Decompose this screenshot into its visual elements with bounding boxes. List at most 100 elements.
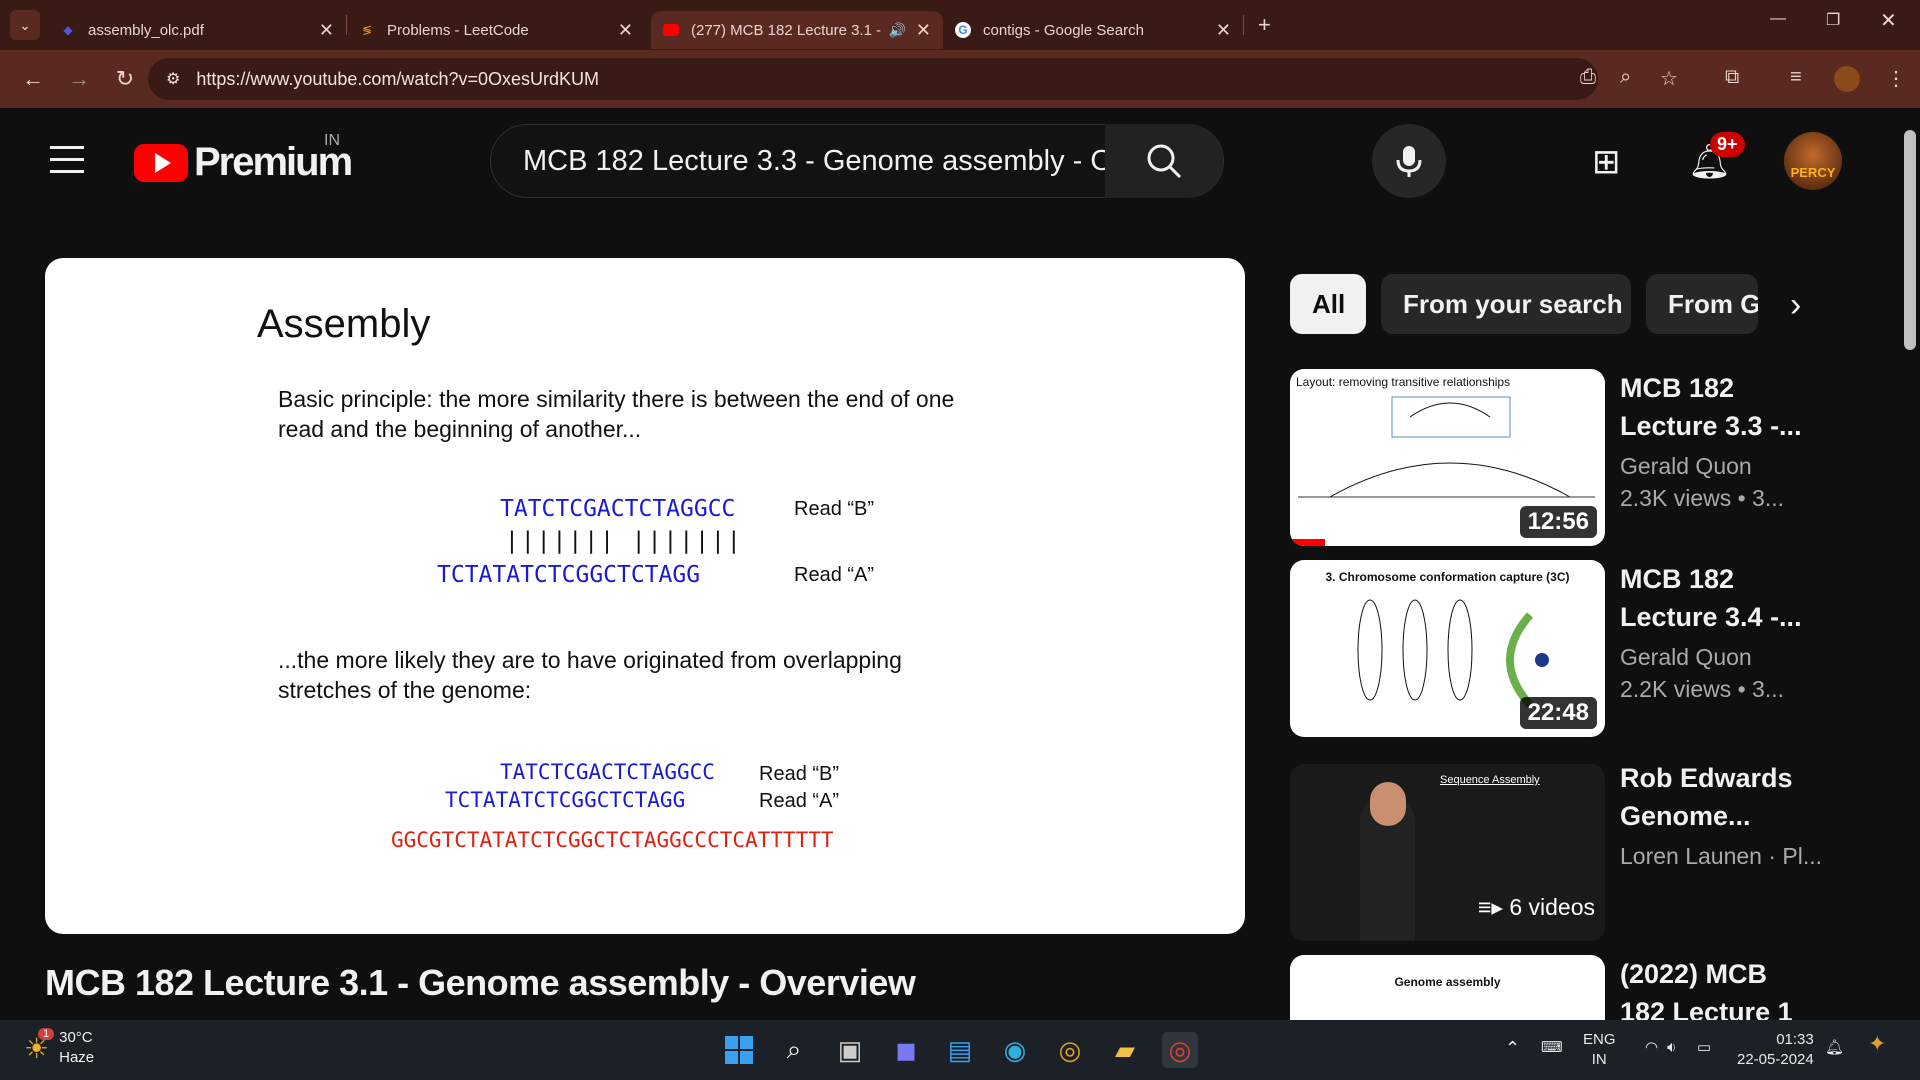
chrome-active-icon[interactable]: ◎ <box>1162 1032 1198 1068</box>
graph-diagram-icon <box>1290 396 1595 546</box>
youtube-icon <box>663 22 679 38</box>
reco-title[interactable]: MCB 182 Lecture 3.4 -... <box>1620 560 1820 636</box>
tab-leetcode[interactable]: ≶ Problems - LeetCode ✕ <box>347 11 645 49</box>
tab-pdf[interactable]: ◆ assembly_olc.pdf ✕ <box>48 11 346 49</box>
duration-badge: 12:56 <box>1519 506 1597 538</box>
language-indicator[interactable]: ENG IN <box>1583 1030 1616 1070</box>
teams-icon[interactable]: ◼ <box>895 1034 917 1065</box>
close-window-icon[interactable]: ✕ <box>1880 10 1897 32</box>
read-b-sequence: TATCTCGACTCTAGGCC <box>500 760 715 784</box>
chrome-icon[interactable]: ◎ <box>1058 1034 1082 1065</box>
reco-title[interactable]: MCB 182 Lecture 3.3 -... <box>1620 369 1820 445</box>
search-icon[interactable]: ⌕ <box>786 1034 802 1064</box>
microphone-icon <box>1396 146 1422 177</box>
time-text: 01:33 <box>1776 1031 1814 1048</box>
battery-icon[interactable]: ▭ <box>1697 1039 1712 1056</box>
keyboard-icon[interactable]: ⌨ <box>1541 1039 1563 1056</box>
file-explorer-icon[interactable]: ▰ <box>1115 1034 1135 1065</box>
search-input[interactable]: MCB 182 Lecture 3.3 - Genome assembly - … <box>523 144 1153 177</box>
reco-channel[interactable]: Gerald Quon <box>1620 644 1752 670</box>
reco-title-line: MCB 182 <box>1620 373 1735 403</box>
reco-title[interactable]: Rob Edwards Genome... <box>1620 759 1820 835</box>
search-box[interactable]: MCB 182 Lecture 3.3 - Genome assembly - … <box>490 124 1224 198</box>
store-icon[interactable]: ▤ <box>947 1034 973 1065</box>
chip-from-your-search[interactable]: From your search <box>1381 274 1631 334</box>
windows-start-icon[interactable] <box>721 1032 757 1068</box>
scrollbar-thumb[interactable] <box>1904 130 1916 350</box>
video-thumbnail[interactable]: 3. Chromosome conformation capture (3C) … <box>1290 560 1605 737</box>
close-tab-icon[interactable]: ✕ <box>915 19 931 40</box>
slide-text: stretches of the genome: <box>278 677 532 703</box>
profile-avatar-icon[interactable] <box>1834 66 1860 92</box>
voice-search-button[interactable] <box>1372 124 1446 198</box>
reco-channel[interactable]: Gerald Quon <box>1620 453 1752 479</box>
chevron-right-icon[interactable]: › <box>1790 286 1802 324</box>
chip-all[interactable]: All <box>1290 274 1366 334</box>
reco-title-line: Genome... <box>1620 801 1751 831</box>
youtube-premium-logo[interactable]: Premium IN <box>134 132 353 185</box>
wifi-icon[interactable]: ◠ <box>1645 1039 1659 1056</box>
notification-icon[interactable]: 🔔︎ <box>1825 1039 1845 1056</box>
back-icon[interactable]: ← <box>22 66 44 91</box>
speaker-icon[interactable]: 🔊 <box>888 21 906 38</box>
video-thumbnail[interactable]: Genome assembly <box>1290 955 1605 1020</box>
video-player[interactable]: Assembly Basic principle: the more simil… <box>45 258 1245 934</box>
avatar[interactable]: PERCY <box>1784 132 1842 190</box>
tab-youtube[interactable]: (277) MCB 182 Lecture 3.1 - 🔊 ✕ <box>651 11 943 49</box>
reco-item[interactable]: Genome assembly (2022) MCB 182 Lecture 1 … <box>1290 955 1850 1020</box>
thumb-text: Sequence Assembly <box>1440 774 1540 786</box>
weather-widget[interactable]: ☀ 1 30°C Haze <box>24 1027 94 1068</box>
address-bar[interactable]: ⚙ https://www.youtube.com/watch?v=0OxesU… <box>148 58 1598 100</box>
read-a-label: Read “A” <box>794 564 875 586</box>
task-view-icon[interactable]: ▣ <box>837 1034 863 1065</box>
reco-channel[interactable]: Loren Launen · Pl... <box>1620 843 1823 869</box>
toolbar: ← → ↻ ⚙ https://www.youtube.com/watch?v=… <box>0 50 1920 108</box>
reco-item[interactable]: Layout: removing transitive relationship… <box>1290 369 1850 546</box>
copilot-icon[interactable]: ✦ <box>1868 1031 1887 1056</box>
site-info-icon[interactable]: ⚙ <box>166 71 181 88</box>
zoom-icon[interactable]: ⌕ <box>1620 66 1632 88</box>
video-thumbnail[interactable]: Layout: removing transitive relationship… <box>1290 369 1605 546</box>
browser-tab-strip: ⌄ ◆ assembly_olc.pdf ✕ ≶ Problems - Leet… <box>0 0 1920 50</box>
forward-icon[interactable]: → <box>68 66 90 91</box>
page-scrollbar[interactable] <box>1900 108 1920 1020</box>
media-control-icon[interactable]: ≡ <box>1790 66 1802 88</box>
minimize-icon[interactable]: — <box>1770 10 1786 27</box>
chip-label: From your search <box>1403 288 1623 319</box>
close-tab-icon[interactable]: ✕ <box>1215 19 1231 40</box>
clock[interactable]: 01:33 22-05-2024 <box>1737 1030 1814 1070</box>
chip-from-g[interactable]: From G <box>1646 274 1758 334</box>
reco-title[interactable]: (2022) MCB 182 Lecture 1 ... <box>1620 955 1820 1020</box>
search-icon <box>1147 144 1182 179</box>
reco-title-line: Rob Edwards <box>1620 763 1793 793</box>
read-a-label: Read “A” <box>759 790 840 812</box>
chip-label: From G <box>1668 288 1758 319</box>
tab-google[interactable]: G contigs - Google Search ✕ <box>943 11 1243 49</box>
reco-playlist[interactable]: Sequence Assembly ≡▸ 6 videos Rob Edward… <box>1290 759 1850 941</box>
edge-icon[interactable]: ◉ <box>1003 1034 1027 1065</box>
restore-icon[interactable]: ❐ <box>1826 12 1841 29</box>
leetcode-icon: ≶ <box>361 23 373 37</box>
menu-icon[interactable] <box>50 146 84 182</box>
reco-title-line: MCB 182 <box>1620 564 1735 594</box>
volume-icon[interactable]: 🔉︎ <box>1667 1039 1677 1056</box>
tab-divider <box>346 15 347 35</box>
new-tab-icon[interactable]: + <box>1258 12 1271 37</box>
close-tab-icon[interactable]: ✕ <box>318 19 334 40</box>
install-app-icon[interactable]: ⎙ <box>1580 66 1596 88</box>
search-button[interactable] <box>1105 124 1223 198</box>
read-a-sequence: TCTATATCTCGGCTCTAGG <box>445 788 686 812</box>
create-video-icon[interactable]: ⊞ <box>1592 143 1621 181</box>
reco-item[interactable]: 3. Chromosome conformation capture (3C) … <box>1290 560 1850 737</box>
extensions-icon[interactable]: ⧉ <box>1725 66 1740 88</box>
logo-text: Premium <box>194 140 353 184</box>
chevron-up-icon[interactable]: ⌃ <box>1505 1038 1521 1058</box>
bookmark-star-icon[interactable]: ☆ <box>1660 68 1678 90</box>
reload-icon[interactable]: ↻ <box>115 66 135 91</box>
menu-dots-icon[interactable]: ⋮ <box>1886 68 1906 90</box>
tab-search-button[interactable]: ⌄ <box>10 10 40 40</box>
country-code: IN <box>324 132 340 149</box>
pdf-shield-icon: ◆ <box>63 23 73 37</box>
playlist-thumbnail[interactable]: Sequence Assembly ≡▸ 6 videos <box>1290 764 1605 941</box>
close-tab-icon[interactable]: ✕ <box>617 19 633 40</box>
